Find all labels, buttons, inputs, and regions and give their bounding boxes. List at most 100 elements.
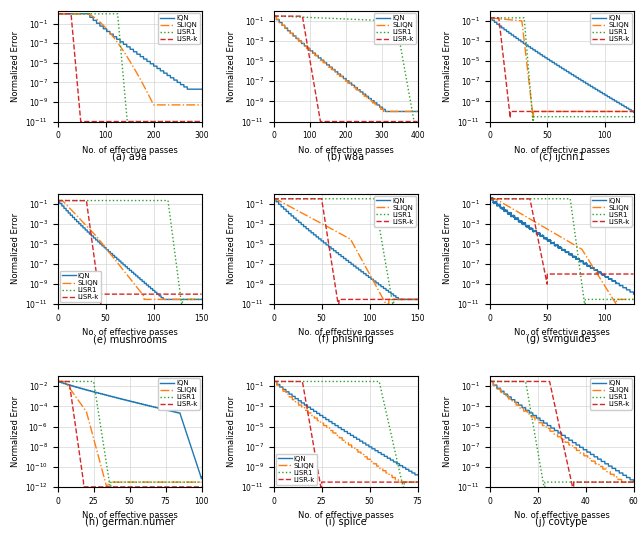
Line: SLIQN: SLIQN bbox=[274, 199, 417, 304]
IQN bbox=[270, 195, 278, 202]
SLIQN bbox=[410, 479, 417, 485]
IQN bbox=[270, 378, 278, 385]
SLIQN bbox=[630, 479, 637, 485]
LISR1 bbox=[120, 197, 127, 204]
LISR-k bbox=[80, 484, 88, 490]
LISR-k bbox=[61, 197, 68, 204]
Line: SLIQN: SLIQN bbox=[274, 381, 417, 482]
SLIQN bbox=[198, 102, 205, 108]
LISR1 bbox=[630, 296, 637, 302]
LISR-k bbox=[317, 118, 324, 125]
IQN bbox=[630, 109, 637, 116]
IQN bbox=[198, 296, 205, 302]
SLIQN bbox=[625, 108, 633, 115]
SLIQN bbox=[198, 296, 205, 302]
LISR1 bbox=[270, 13, 278, 19]
SLIQN bbox=[556, 108, 564, 115]
LISR1 bbox=[410, 118, 418, 125]
Line: IQN: IQN bbox=[490, 381, 634, 482]
LISR-k bbox=[630, 271, 637, 278]
IQN bbox=[625, 474, 633, 481]
LISR1 bbox=[556, 114, 564, 120]
Line: IQN: IQN bbox=[490, 197, 634, 294]
LISR-k bbox=[413, 296, 421, 302]
LISR1 bbox=[178, 301, 186, 307]
SLIQN bbox=[167, 479, 175, 485]
SLIQN bbox=[626, 479, 634, 485]
LISR-k bbox=[194, 484, 202, 490]
X-axis label: No. of effective passes: No. of effective passes bbox=[514, 328, 609, 338]
SLIQN bbox=[124, 54, 131, 61]
Line: LISR-k: LISR-k bbox=[490, 381, 634, 487]
LISR-k bbox=[277, 195, 285, 202]
Line: SLIQN: SLIQN bbox=[58, 14, 202, 105]
LISR-k bbox=[120, 484, 128, 490]
LISR-k bbox=[277, 378, 285, 385]
LISR-k bbox=[410, 118, 417, 125]
SLIQN bbox=[599, 108, 607, 115]
IQN bbox=[336, 252, 344, 258]
LISR-k bbox=[193, 118, 201, 125]
IQN bbox=[120, 397, 127, 403]
Legend: IQN, SLIQN, LISR1, LISR-k: IQN, SLIQN, LISR1, LISR-k bbox=[158, 378, 200, 410]
Line: IQN: IQN bbox=[274, 381, 417, 475]
IQN bbox=[413, 296, 421, 302]
IQN bbox=[61, 205, 68, 212]
SLIQN bbox=[413, 108, 421, 115]
LISR-k bbox=[194, 291, 202, 298]
Line: IQN: IQN bbox=[58, 201, 202, 299]
LISR-k bbox=[626, 271, 634, 278]
Title: (j) covtype: (j) covtype bbox=[536, 517, 588, 527]
Line: IQN: IQN bbox=[58, 381, 202, 479]
SLIQN bbox=[167, 296, 175, 302]
IQN bbox=[198, 86, 205, 93]
SLIQN bbox=[194, 479, 202, 485]
LISR-k bbox=[336, 296, 344, 302]
LISR-k bbox=[97, 301, 104, 307]
IQN bbox=[486, 195, 493, 201]
SLIQN bbox=[410, 296, 417, 302]
LISR1 bbox=[540, 484, 548, 490]
IQN bbox=[381, 108, 389, 115]
LISR1 bbox=[277, 378, 285, 385]
LISR1 bbox=[625, 114, 633, 120]
LISR1 bbox=[580, 301, 588, 307]
LISR-k bbox=[599, 479, 607, 485]
LISR1 bbox=[626, 114, 634, 120]
LISR-k bbox=[194, 118, 202, 125]
IQN bbox=[626, 287, 634, 293]
IQN bbox=[625, 474, 633, 481]
LISR-k bbox=[167, 118, 175, 125]
LISR1 bbox=[124, 479, 132, 485]
SLIQN bbox=[124, 479, 132, 485]
SLIQN bbox=[556, 433, 563, 440]
Line: LISR-k: LISR-k bbox=[58, 201, 202, 304]
LISR-k bbox=[630, 108, 637, 115]
IQN bbox=[340, 75, 348, 82]
SLIQN bbox=[270, 378, 278, 385]
Y-axis label: Normalized Error: Normalized Error bbox=[443, 396, 452, 467]
LISR1 bbox=[413, 118, 421, 125]
Line: LISR1: LISR1 bbox=[274, 199, 417, 304]
IQN bbox=[167, 75, 175, 81]
IQN bbox=[340, 255, 348, 262]
LISR1 bbox=[529, 118, 537, 125]
LISR1 bbox=[399, 484, 407, 490]
LISR1 bbox=[61, 197, 68, 204]
SLIQN bbox=[599, 280, 607, 286]
IQN bbox=[54, 10, 61, 17]
IQN bbox=[340, 426, 348, 433]
SLIQN bbox=[167, 102, 175, 108]
Line: IQN: IQN bbox=[490, 18, 634, 113]
SLIQN bbox=[383, 301, 391, 307]
SLIQN bbox=[413, 479, 421, 485]
IQN bbox=[486, 378, 493, 385]
LISR1 bbox=[194, 296, 202, 302]
LISR1 bbox=[120, 479, 128, 485]
LISR1 bbox=[120, 80, 127, 87]
Legend: IQN, SLIQN, LISR1, LISR-k: IQN, SLIQN, LISR1, LISR-k bbox=[158, 13, 200, 44]
LISR1 bbox=[556, 195, 563, 202]
SLIQN bbox=[336, 434, 344, 441]
LISR-k bbox=[340, 479, 348, 485]
LISR-k bbox=[552, 407, 559, 413]
